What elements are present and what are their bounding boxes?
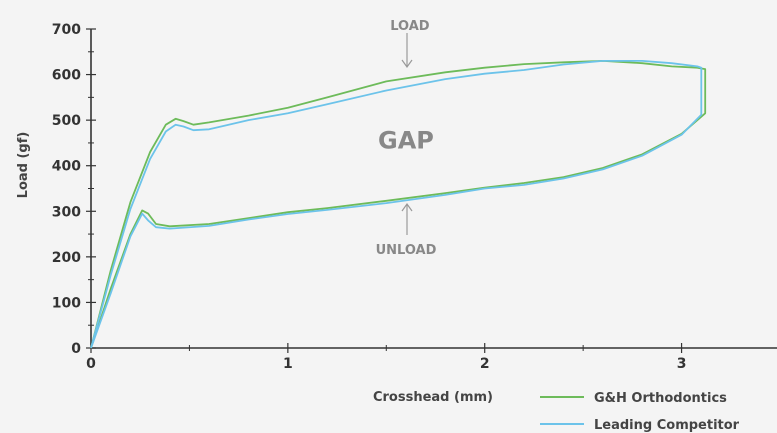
unload-arrow-head (401, 202, 413, 212)
y-tick-label: 600 (52, 68, 81, 84)
annotation-unload: UNLOAD (376, 243, 437, 258)
annotation-gap: GAP (378, 126, 434, 154)
annotations: LOAD GAP UNLOAD (376, 19, 437, 258)
y-tick-label: 700 (52, 22, 81, 38)
x-tick-label: 3 (677, 356, 687, 372)
series-line (90, 60, 703, 349)
legend-label: G&H Orthodontics (594, 391, 727, 406)
annotation-load: LOAD (390, 19, 430, 34)
y-tick-label: 300 (52, 204, 81, 220)
y-axis-title: Load (gf) (16, 132, 31, 199)
y-tick-label: 100 (52, 295, 81, 311)
series-line (90, 60, 707, 349)
axes: 0 100 200 300 400 500 600 700 0 1 2 3 (52, 22, 777, 372)
x-axis-title: Crosshead (mm) (373, 390, 493, 405)
y-tick-label: 400 (52, 159, 81, 175)
x-tick-label: 0 (86, 356, 96, 372)
x-tick-label: 1 (283, 356, 293, 372)
y-tick-label: 500 (52, 113, 81, 129)
legend: G&H Orthodontics Leading Competitor (540, 391, 740, 433)
legend-label: Leading Competitor (594, 418, 740, 433)
y-tick-label: 0 (71, 341, 81, 357)
y-tick-label: 200 (52, 250, 81, 266)
load-arrow-head (401, 59, 413, 69)
x-tick-label: 2 (480, 356, 490, 372)
series-layer (90, 60, 707, 349)
